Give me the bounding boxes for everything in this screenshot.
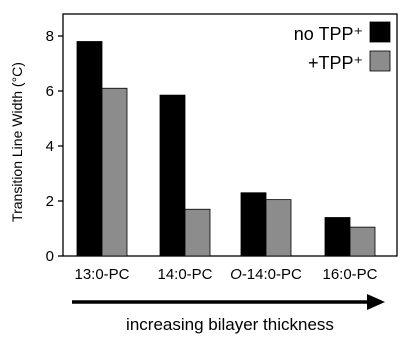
plot-frame (62, 13, 398, 257)
y-tick-label: 8 (46, 28, 54, 45)
thickness-arrow (72, 294, 385, 310)
y-ticks: 0 2 4 6 8 (46, 28, 63, 265)
y-axis-label: Transition Line Width (°C) (9, 62, 25, 222)
y-tick-label: 0 (46, 248, 54, 265)
x-category-label: 16:0-PC (322, 266, 377, 283)
arrow-annotation: increasing bilayer thickness (126, 315, 334, 334)
bar-tpp-2 (184, 208, 211, 257)
bar-no-tpp-1 (76, 41, 103, 257)
x-category-label: 14:0-PC (157, 266, 212, 283)
y-tick-label: 4 (46, 138, 54, 155)
bar-tpp-4 (349, 226, 376, 257)
bar-no-tpp-2 (159, 94, 186, 257)
legend-swatch-1 (369, 21, 391, 43)
y-tick-label: 6 (46, 83, 54, 100)
x-category-label: 13:0-PC (74, 266, 129, 283)
bar-tpp-3 (265, 199, 292, 257)
y-tick-label: 2 (46, 193, 54, 210)
x-category-label: O-14:0-PC (230, 266, 302, 283)
arrow-head (367, 294, 385, 310)
legend-label-1: no TPP⁺ (294, 24, 363, 44)
legend-swatch-2 (369, 50, 391, 72)
bars (76, 41, 376, 257)
x-tick-labels: 13:0-PC 14:0-PC O-14:0-PC 16:0-PC (74, 266, 377, 283)
bar-tpp-1 (101, 87, 128, 257)
legend: no TPP⁺ +TPP⁺ (294, 21, 391, 73)
legend-label-2: +TPP⁺ (308, 53, 363, 73)
bar-no-tpp-4 (324, 217, 351, 257)
axes (62, 13, 398, 257)
bar-no-tpp-3 (240, 192, 267, 257)
